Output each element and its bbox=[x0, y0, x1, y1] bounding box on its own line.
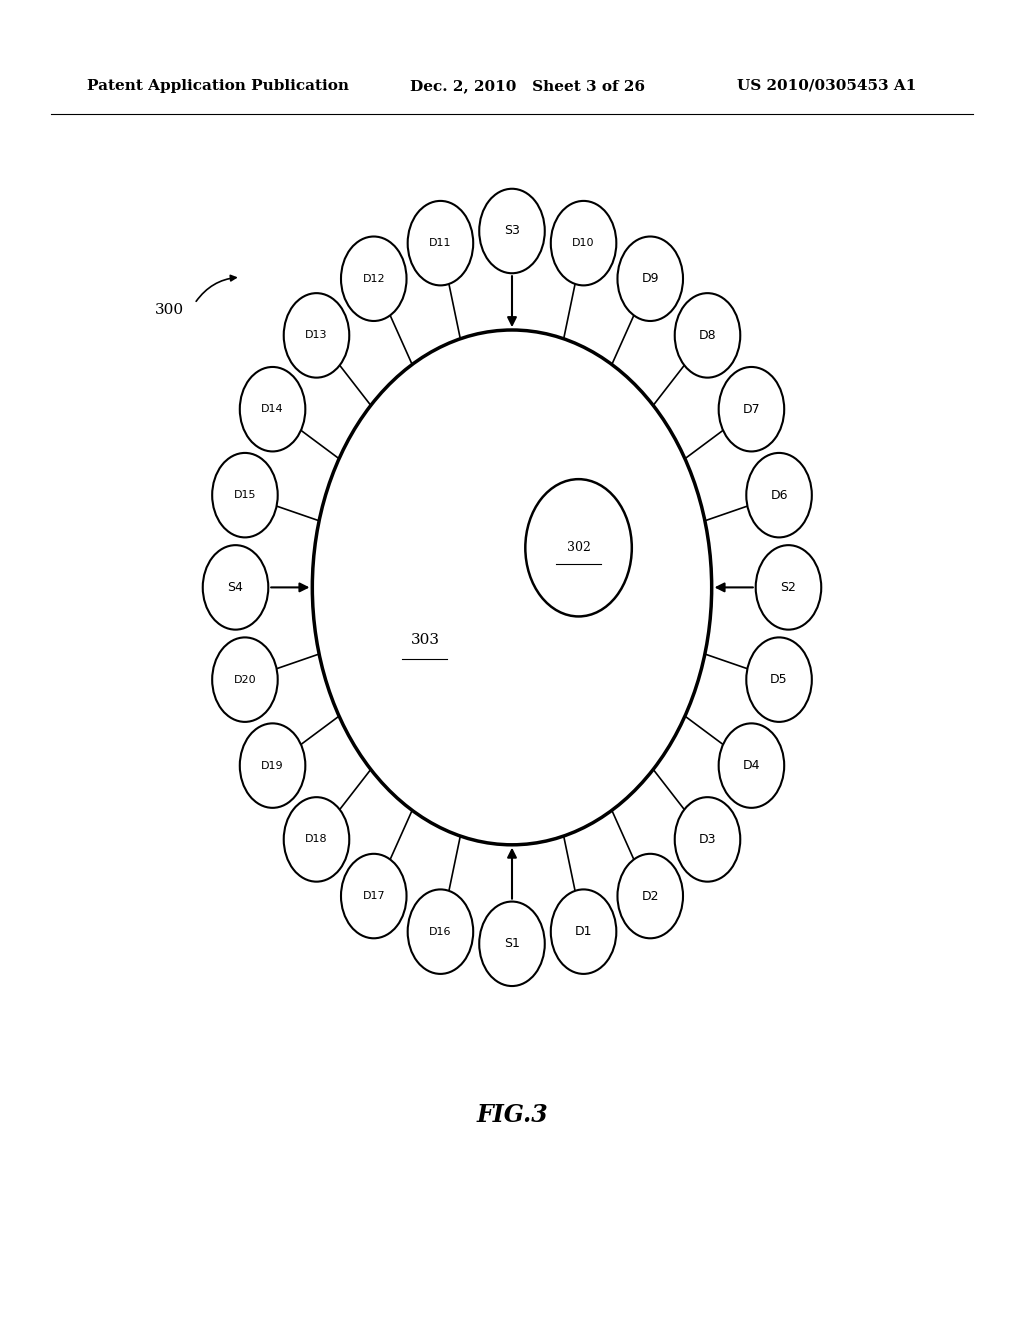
Circle shape bbox=[240, 723, 305, 808]
Circle shape bbox=[746, 638, 812, 722]
Circle shape bbox=[551, 890, 616, 974]
Text: 302: 302 bbox=[566, 541, 591, 554]
Text: D12: D12 bbox=[362, 273, 385, 284]
Text: D15: D15 bbox=[233, 490, 256, 500]
Text: Patent Application Publication: Patent Application Publication bbox=[87, 79, 349, 92]
Text: S4: S4 bbox=[227, 581, 244, 594]
Text: D18: D18 bbox=[305, 834, 328, 845]
Text: FIG.3: FIG.3 bbox=[476, 1104, 548, 1127]
Text: D5: D5 bbox=[770, 673, 787, 686]
Circle shape bbox=[617, 854, 683, 939]
Circle shape bbox=[284, 293, 349, 378]
Circle shape bbox=[756, 545, 821, 630]
Text: S1: S1 bbox=[504, 937, 520, 950]
Text: 300: 300 bbox=[156, 304, 184, 317]
Text: D13: D13 bbox=[305, 330, 328, 341]
Text: D19: D19 bbox=[261, 760, 284, 771]
Circle shape bbox=[719, 367, 784, 451]
Text: D2: D2 bbox=[641, 890, 659, 903]
Circle shape bbox=[675, 797, 740, 882]
Circle shape bbox=[479, 902, 545, 986]
Circle shape bbox=[203, 545, 268, 630]
Text: S3: S3 bbox=[504, 224, 520, 238]
Circle shape bbox=[408, 890, 473, 974]
Circle shape bbox=[746, 453, 812, 537]
Circle shape bbox=[617, 236, 683, 321]
Circle shape bbox=[719, 723, 784, 808]
Circle shape bbox=[284, 797, 349, 882]
Text: D8: D8 bbox=[698, 329, 717, 342]
Text: D6: D6 bbox=[770, 488, 787, 502]
Circle shape bbox=[525, 479, 632, 616]
Text: D17: D17 bbox=[362, 891, 385, 902]
Circle shape bbox=[551, 201, 616, 285]
Text: D7: D7 bbox=[742, 403, 760, 416]
Circle shape bbox=[675, 293, 740, 378]
Text: D20: D20 bbox=[233, 675, 256, 685]
Circle shape bbox=[240, 367, 305, 451]
Circle shape bbox=[341, 854, 407, 939]
Circle shape bbox=[212, 453, 278, 537]
Circle shape bbox=[341, 236, 407, 321]
Text: D10: D10 bbox=[572, 238, 595, 248]
Text: D11: D11 bbox=[429, 238, 452, 248]
Text: Dec. 2, 2010   Sheet 3 of 26: Dec. 2, 2010 Sheet 3 of 26 bbox=[410, 79, 644, 92]
Text: D9: D9 bbox=[641, 272, 659, 285]
Text: D14: D14 bbox=[261, 404, 284, 414]
Text: US 2010/0305453 A1: US 2010/0305453 A1 bbox=[737, 79, 916, 92]
Circle shape bbox=[408, 201, 473, 285]
Circle shape bbox=[312, 330, 712, 845]
Circle shape bbox=[479, 189, 545, 273]
Circle shape bbox=[212, 638, 278, 722]
Text: D1: D1 bbox=[574, 925, 592, 939]
Text: S2: S2 bbox=[780, 581, 797, 594]
Text: D16: D16 bbox=[429, 927, 452, 937]
Text: D3: D3 bbox=[698, 833, 716, 846]
Text: 303: 303 bbox=[411, 634, 439, 647]
Text: D4: D4 bbox=[742, 759, 760, 772]
